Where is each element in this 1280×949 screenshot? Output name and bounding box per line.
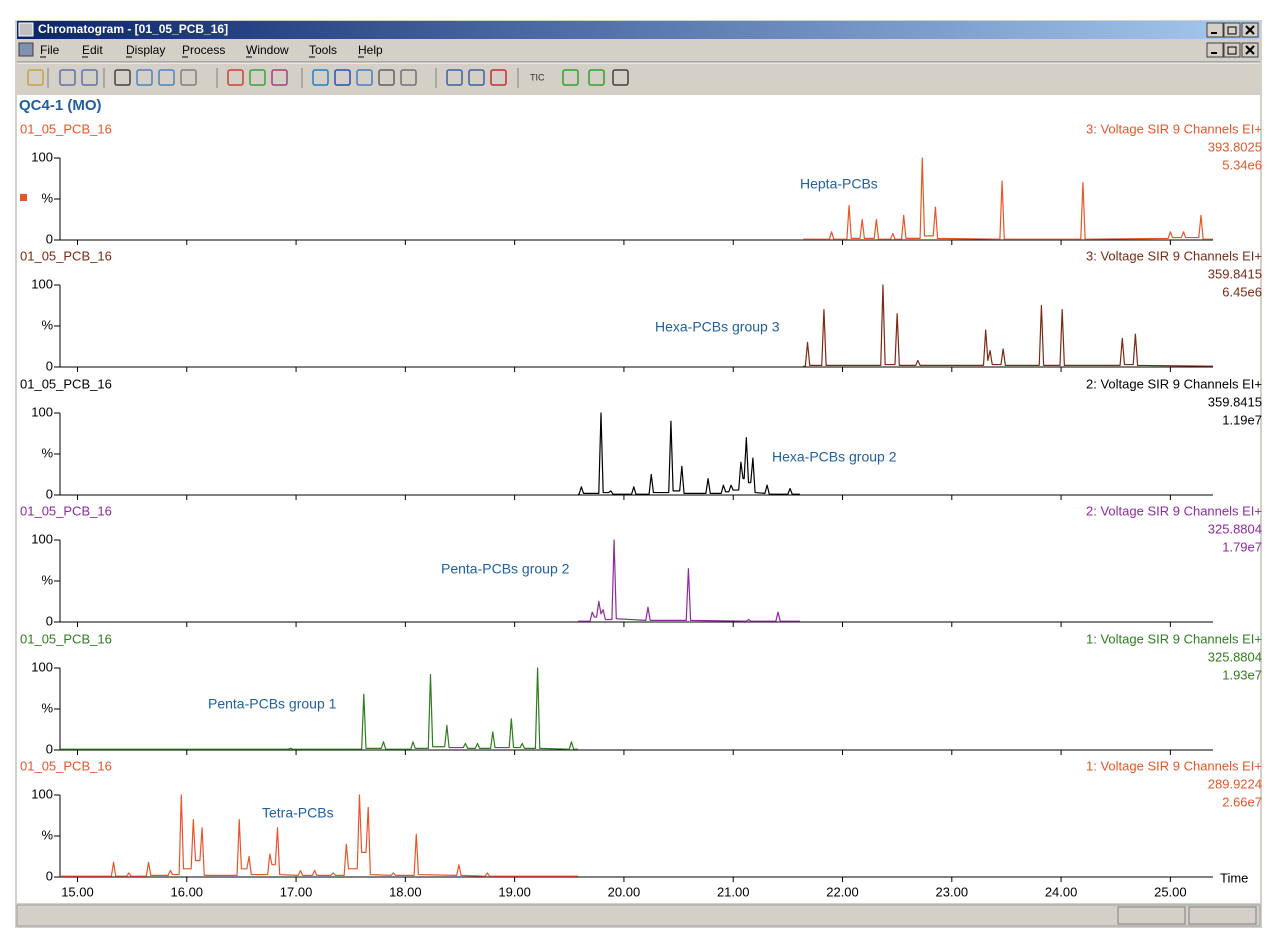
y-tick-label: % bbox=[41, 317, 53, 332]
function-label: 3: Voltage SIR 9 Channels EI+ bbox=[1086, 248, 1262, 263]
menu-item[interactable]: Tools bbox=[309, 43, 337, 57]
y-tick-label: 0 bbox=[46, 741, 53, 756]
sample-name: QC4-1 (MO) bbox=[19, 97, 102, 114]
y-tick-label: 100 bbox=[31, 404, 53, 419]
y-tick-label: % bbox=[41, 572, 53, 587]
annotation: Penta-PCBs group 1 bbox=[208, 696, 337, 712]
x-tick-label: 18.00 bbox=[389, 884, 422, 899]
app-icon bbox=[19, 23, 33, 36]
menu-item[interactable]: Display bbox=[126, 43, 165, 57]
y-tick-label: % bbox=[41, 190, 53, 205]
trace-title: 01_05_PCB_16 bbox=[20, 376, 112, 391]
menu-bar: File Edit Display Process Window Tools Help bbox=[40, 43, 383, 57]
title-buttons[interactable] bbox=[1207, 23, 1258, 37]
tic-button[interactable]: TIC bbox=[530, 72, 545, 82]
x-tick-label: 16.00 bbox=[171, 884, 204, 899]
doc-icon bbox=[19, 43, 33, 56]
x-tick-label: 20.00 bbox=[608, 884, 641, 899]
intensity-label: 2.66e7 bbox=[1222, 794, 1262, 809]
trace-title: 01_05_PCB_16 bbox=[20, 631, 112, 646]
function-label: 2: Voltage SIR 9 Channels EI+ bbox=[1086, 503, 1262, 518]
x-axis-label: Time bbox=[1220, 870, 1248, 885]
trace-title: 01_05_PCB_16 bbox=[20, 758, 112, 773]
menu-item[interactable]: File bbox=[40, 43, 60, 57]
menu-item[interactable]: Help bbox=[358, 43, 383, 57]
annotation: Hepta-PCBs bbox=[800, 176, 878, 192]
y-tick-label: 0 bbox=[46, 613, 53, 628]
intensity-label: 5.34e6 bbox=[1222, 157, 1262, 172]
function-label: 3: Voltage SIR 9 Channels EI+ bbox=[1086, 121, 1262, 136]
trace-title: 01_05_PCB_16 bbox=[20, 248, 112, 263]
y-tick-label: 100 bbox=[31, 531, 53, 546]
mass-label: 289.9224 bbox=[1208, 776, 1262, 791]
y-tick-label: 0 bbox=[46, 231, 53, 246]
mass-label: 393.8025 bbox=[1208, 139, 1262, 154]
x-tick-label: 22.00 bbox=[826, 884, 859, 899]
x-tick-label: 17.00 bbox=[280, 884, 313, 899]
menu-item[interactable]: Window bbox=[246, 43, 289, 57]
y-tick-label: 0 bbox=[46, 486, 53, 501]
y-tick-label: 100 bbox=[31, 276, 53, 291]
intensity-label: 6.45e6 bbox=[1222, 284, 1262, 299]
annotation: Penta-PCBs group 2 bbox=[441, 561, 570, 577]
minimize-button[interactable] bbox=[1207, 23, 1223, 37]
mass-label: 325.8804 bbox=[1208, 521, 1262, 536]
y-tick-label: 100 bbox=[31, 786, 53, 801]
restore-button[interactable] bbox=[1224, 23, 1240, 37]
function-label: 2: Voltage SIR 9 Channels EI+ bbox=[1086, 376, 1262, 391]
mass-label: 359.8415 bbox=[1208, 394, 1262, 409]
menu-item[interactable]: Edit bbox=[82, 43, 103, 57]
restore-button[interactable] bbox=[1224, 43, 1240, 57]
y-tick-label: 0 bbox=[46, 358, 53, 373]
y-tick-label: 100 bbox=[31, 659, 53, 674]
x-tick-label: 21.00 bbox=[717, 884, 750, 899]
x-tick-label: 23.00 bbox=[936, 884, 969, 899]
minimize-button[interactable] bbox=[1207, 43, 1223, 57]
function-label: 1: Voltage SIR 9 Channels EI+ bbox=[1086, 758, 1262, 773]
annotation: Hexa-PCBs group 3 bbox=[655, 319, 780, 335]
marker bbox=[20, 194, 27, 201]
chart-area bbox=[17, 95, 1260, 903]
doc-buttons[interactable] bbox=[1207, 43, 1258, 57]
menu-item[interactable]: Process bbox=[182, 43, 225, 57]
y-tick-label: % bbox=[41, 700, 53, 715]
y-tick-label: 0 bbox=[46, 868, 53, 883]
x-tick-label: 19.00 bbox=[498, 884, 531, 899]
x-tick-label: 15.00 bbox=[61, 884, 94, 899]
function-label: 1: Voltage SIR 9 Channels EI+ bbox=[1086, 631, 1262, 646]
window-title: Chromatogram - [01_05_PCB_16] bbox=[38, 22, 228, 36]
y-tick-label: % bbox=[41, 445, 53, 460]
y-tick-label: 100 bbox=[31, 149, 53, 164]
y-tick-label: % bbox=[41, 827, 53, 842]
mass-label: 359.8415 bbox=[1208, 266, 1262, 281]
x-tick-label: 25.00 bbox=[1154, 884, 1187, 899]
annotation: Tetra-PCBs bbox=[262, 805, 334, 821]
trace-title: 01_05_PCB_16 bbox=[20, 121, 112, 136]
annotation: Hexa-PCBs group 2 bbox=[772, 449, 897, 465]
x-tick-label: 24.00 bbox=[1045, 884, 1078, 899]
intensity-label: 1.79e7 bbox=[1222, 539, 1262, 554]
intensity-label: 1.19e7 bbox=[1222, 412, 1262, 427]
trace-title: 01_05_PCB_16 bbox=[20, 503, 112, 518]
mass-label: 325.8804 bbox=[1208, 649, 1262, 664]
intensity-label: 1.93e7 bbox=[1222, 667, 1262, 682]
status-bar bbox=[17, 905, 1260, 926]
